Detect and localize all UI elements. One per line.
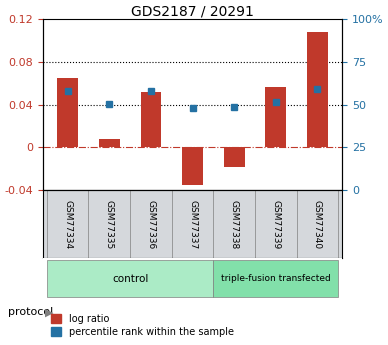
- Text: triple-fusion transfected: triple-fusion transfected: [221, 274, 331, 284]
- Text: GSM77338: GSM77338: [230, 200, 239, 249]
- Title: GDS2187 / 20291: GDS2187 / 20291: [131, 4, 254, 18]
- Text: GSM77339: GSM77339: [271, 200, 281, 249]
- Bar: [265, 87, 286, 147]
- Bar: [57, 78, 78, 147]
- Bar: [99, 139, 120, 147]
- FancyBboxPatch shape: [47, 260, 213, 297]
- Text: protocol: protocol: [8, 307, 53, 317]
- Text: ▶: ▶: [45, 307, 53, 317]
- Text: GSM77336: GSM77336: [146, 200, 156, 249]
- Text: GSM77335: GSM77335: [105, 200, 114, 249]
- Bar: [182, 147, 203, 185]
- Text: control: control: [112, 274, 148, 284]
- Text: GSM77340: GSM77340: [313, 200, 322, 249]
- FancyBboxPatch shape: [213, 260, 338, 297]
- Bar: [224, 147, 244, 167]
- Bar: [140, 92, 161, 147]
- Text: GSM77334: GSM77334: [63, 200, 72, 249]
- Legend: log ratio, percentile rank within the sample: log ratio, percentile rank within the sa…: [52, 314, 234, 337]
- Bar: [307, 32, 328, 147]
- Text: GSM77337: GSM77337: [188, 200, 197, 249]
